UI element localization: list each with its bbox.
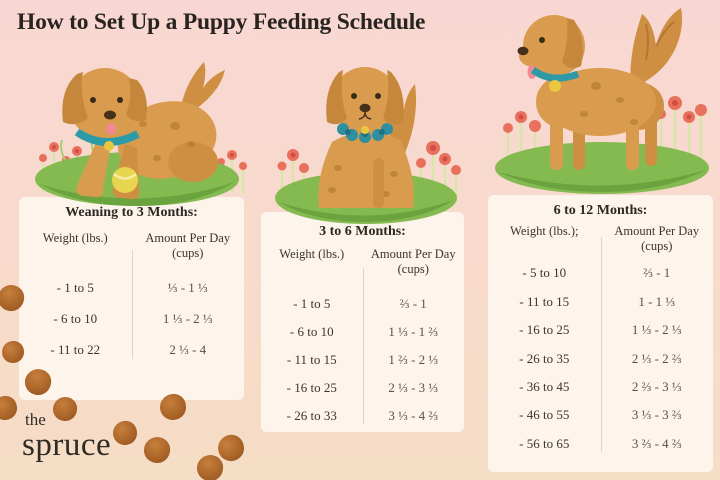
column-header-weight: Weight (lbs.); bbox=[510, 223, 579, 238]
weight-value: - 6 to 10 bbox=[53, 310, 98, 326]
amount-value: ⅓ - 1 ⅓ bbox=[167, 279, 208, 295]
amount-value: 3 ⅓ - 3 ⅔ bbox=[631, 407, 682, 423]
amount-value: 2 ⅔ - 3 ⅓ bbox=[631, 379, 682, 395]
weight-value: - 11 to 15 bbox=[286, 352, 337, 368]
puppy-illustration-6-12-months bbox=[488, 0, 718, 198]
table-heading: 6 to 12 Months: bbox=[553, 203, 648, 218]
amount-value: ⅔ - 1 bbox=[399, 296, 427, 312]
column-header-weight: Weight (lbs.) bbox=[279, 246, 345, 261]
column-header-amount: Amount Per Day (cups) bbox=[145, 230, 231, 260]
amount-value: ⅔ - 1 bbox=[643, 265, 671, 281]
amount-value: 1 ⅓ - 1 ⅔ bbox=[388, 324, 439, 340]
weight-value: - 11 to 22 bbox=[50, 341, 101, 357]
column-divider bbox=[131, 250, 133, 360]
weight-value: - 1 to 5 bbox=[56, 279, 94, 295]
amount-value: 3 ⅔ - 4 ⅔ bbox=[631, 435, 682, 451]
column-divider bbox=[362, 268, 364, 425]
weight-value: - 26 to 33 bbox=[286, 408, 337, 424]
column-header-weight: Weight (lbs.) bbox=[42, 230, 108, 245]
weight-value: - 6 to 10 bbox=[289, 324, 334, 340]
amount-value: 1 ⅓ - 2 ⅓ bbox=[162, 310, 213, 326]
weight-value: - 1 to 5 bbox=[293, 296, 331, 312]
weight-value: - 5 to 10 bbox=[522, 265, 567, 281]
brand-logo-the: the bbox=[25, 410, 46, 429]
kibble-icon bbox=[0, 393, 20, 423]
column-header-amount: Amount Per Day (cups) bbox=[370, 246, 456, 276]
table-heading: 3 to 6 Months: bbox=[319, 224, 406, 239]
amount-value: 1 ⅓ - 2 ⅓ bbox=[631, 322, 682, 338]
puppy-illustration-weaning bbox=[25, 46, 250, 212]
amount-value: 2 ⅓ - 3 ⅓ bbox=[388, 380, 439, 396]
weight-value: - 46 to 55 bbox=[519, 407, 570, 423]
weight-value: - 36 to 45 bbox=[519, 379, 570, 395]
amount-value: 2 ⅓ - 4 bbox=[169, 341, 207, 357]
amount-value: 1 - 1 ⅓ bbox=[638, 293, 676, 309]
feeding-table-3-6-months: 3 to 6 Months: Weight (lbs.) Amount Per … bbox=[261, 212, 464, 432]
weight-value: - 11 to 15 bbox=[519, 293, 570, 309]
kibble-icon bbox=[158, 392, 188, 422]
column-divider bbox=[600, 237, 602, 453]
brand-logo-spruce: spruce bbox=[22, 427, 112, 463]
puppy-illustration-3-6-months bbox=[268, 50, 466, 228]
puppy-sitting-icon bbox=[275, 67, 461, 224]
feeding-table-weaning-3-months: Weaning to 3 Months: Weight (lbs.) Amoun… bbox=[19, 197, 244, 400]
amount-value: 3 ⅓ - 4 ⅔ bbox=[388, 408, 439, 424]
kibble-icon bbox=[111, 419, 139, 447]
weight-value: - 16 to 25 bbox=[286, 380, 337, 396]
table-heading: Weaning to 3 Months: bbox=[65, 205, 198, 220]
page-title: How to Set Up a Puppy Feeding Schedule bbox=[17, 9, 426, 35]
brand-logo: the spruce bbox=[22, 411, 111, 462]
kibble-icon bbox=[195, 453, 225, 480]
amount-value: 2 ⅓ - 2 ⅔ bbox=[631, 350, 682, 366]
feeding-table-6-12-months: 6 to 12 Months: Weight (lbs.); Amount Pe… bbox=[488, 195, 713, 472]
amount-value: 1 ⅔ - 2 ⅓ bbox=[388, 352, 439, 368]
puppy-standing-icon bbox=[495, 8, 709, 194]
weight-value: - 26 to 35 bbox=[519, 350, 570, 366]
kibble-icon bbox=[141, 434, 173, 466]
column-header-amount: Amount Per Day (cups) bbox=[614, 223, 700, 253]
weight-value: - 56 to 65 bbox=[519, 435, 570, 451]
weight-value: - 16 to 25 bbox=[519, 322, 570, 338]
puppy-playbow-icon bbox=[35, 62, 247, 206]
